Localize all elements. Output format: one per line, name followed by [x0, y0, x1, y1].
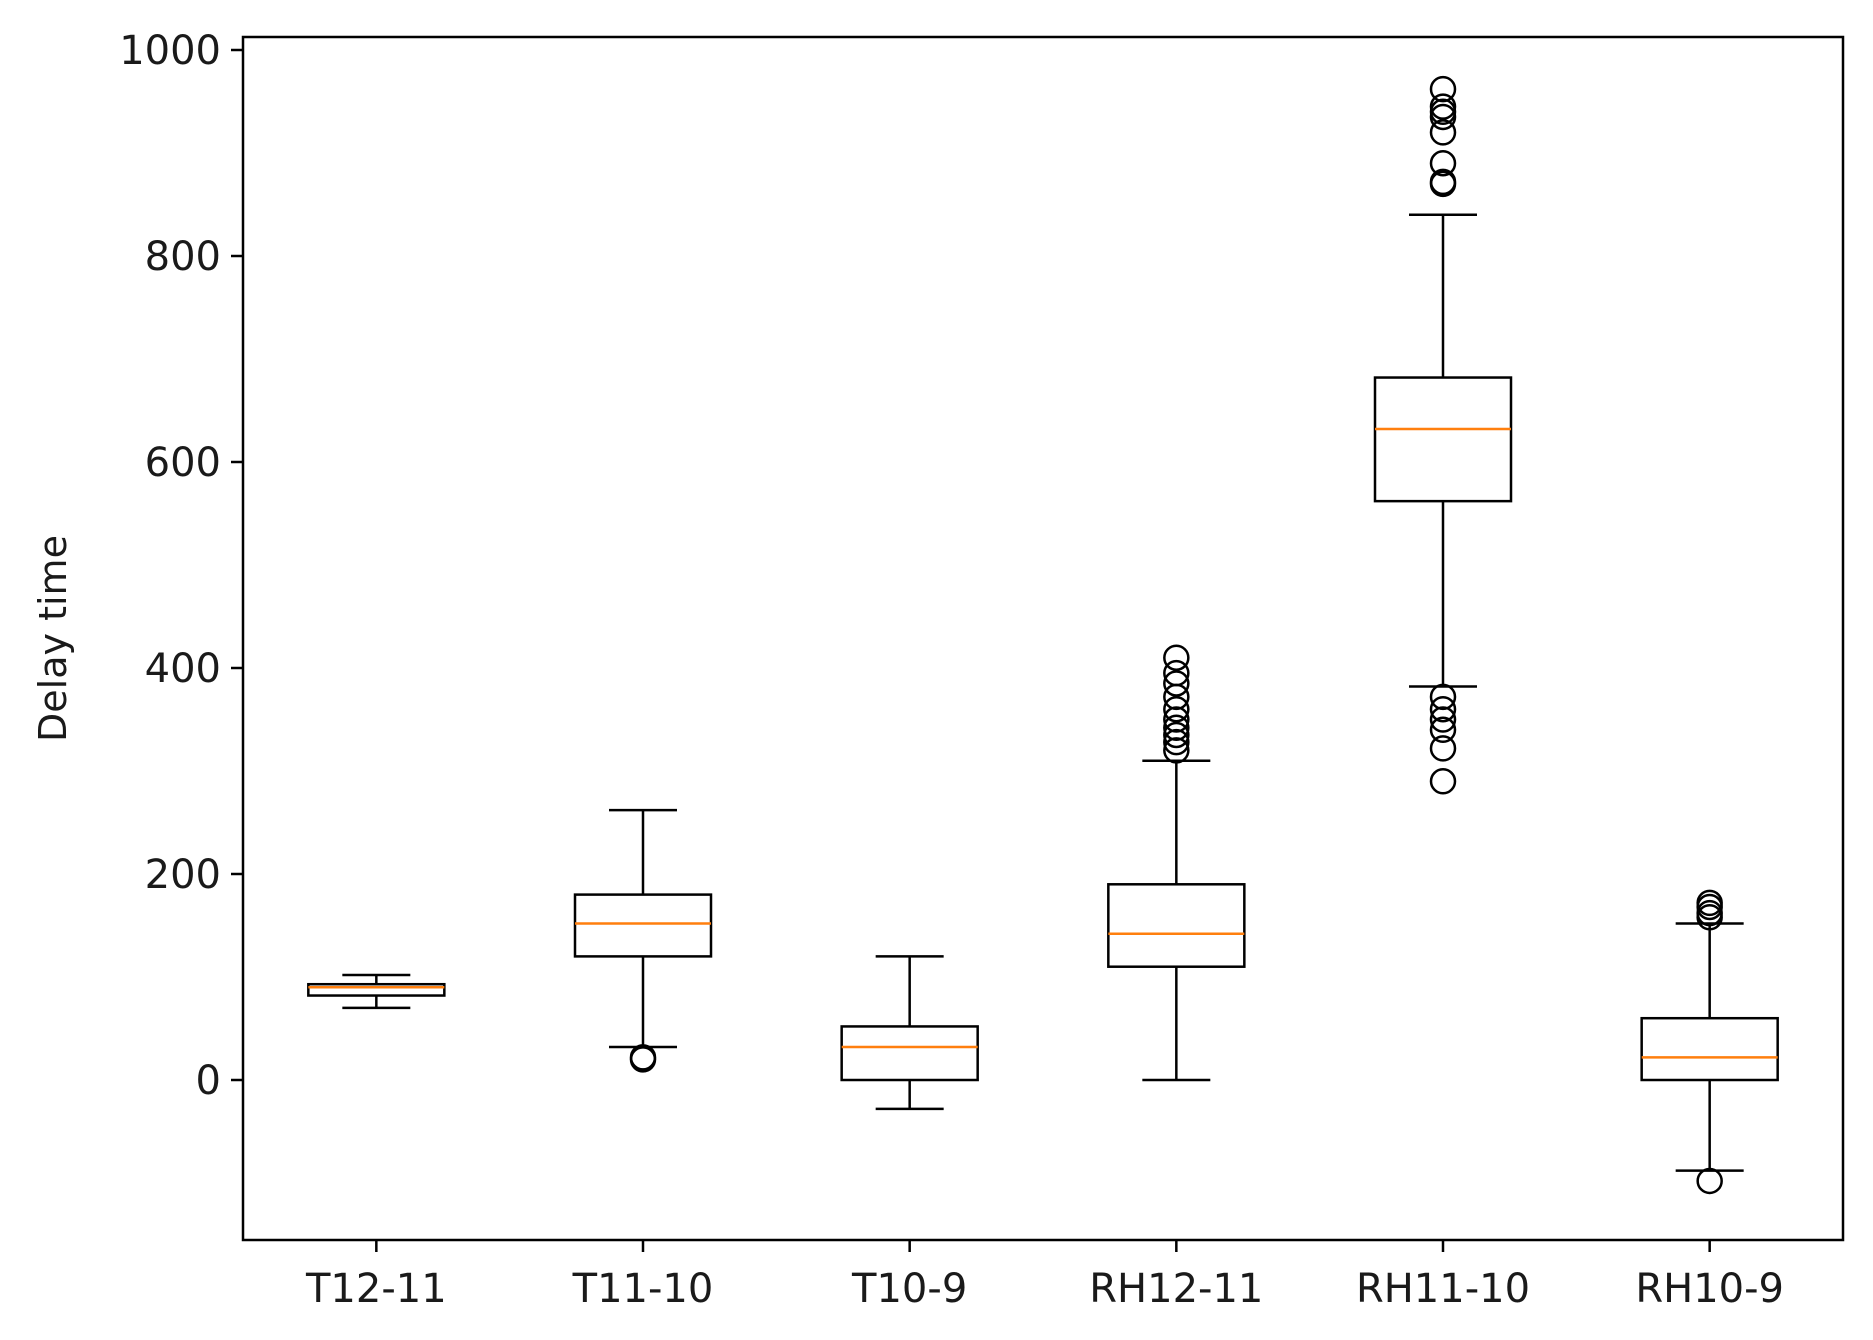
- box: [573, 893, 713, 958]
- box: [1107, 883, 1246, 968]
- y-tick-label: 400: [145, 646, 221, 692]
- y-axis: 0 200 400 600 800 1000: [119, 28, 243, 1104]
- y-tick-label: 800: [145, 234, 221, 280]
- outlier-point: [1429, 695, 1457, 723]
- x-tick-label: RH10-9: [1635, 1266, 1784, 1312]
- x-tick-label: T11-10: [572, 1266, 714, 1312]
- box-group: [573, 808, 713, 1073]
- box: [1640, 1016, 1779, 1082]
- outlier-point: [1429, 119, 1457, 146]
- box-group: [840, 955, 979, 1111]
- x-tick-label: RH12-11: [1089, 1266, 1263, 1312]
- outlier-point: [1429, 93, 1457, 120]
- outlier-point: [1429, 768, 1457, 795]
- y-tick-label: 0: [196, 1058, 221, 1104]
- outlier-point: [1696, 899, 1723, 927]
- box: [840, 1025, 979, 1082]
- outlier-point: [1429, 735, 1457, 762]
- outlier-point: [1163, 706, 1190, 733]
- plot-frame: [241, 35, 1845, 1242]
- box-group: [1107, 644, 1246, 1082]
- outlier-point: [1163, 670, 1190, 697]
- outlier-point: [1696, 889, 1723, 917]
- x-tick-label: RH11-10: [1356, 1266, 1530, 1312]
- box-group: [307, 973, 446, 1010]
- outlier-point: [1429, 75, 1457, 103]
- outlier-point: [1163, 695, 1190, 723]
- outlier-point: [1429, 683, 1457, 711]
- boxes-layer: [307, 75, 1779, 1195]
- outlier-point: [1163, 714, 1190, 741]
- x-axis: T12-11 T11-10 T10-9 RH12-11 RH11-10 RH10-9: [305, 1240, 1784, 1312]
- outlier-point: [1163, 644, 1190, 671]
- box-group: [1640, 889, 1779, 1195]
- y-tick-label: 200: [145, 852, 221, 898]
- outlier-point: [629, 1044, 657, 1071]
- box: [307, 982, 446, 997]
- outlier-point: [1429, 716, 1457, 744]
- y-tick-label: 1000: [119, 28, 221, 74]
- outlier-point: [1163, 737, 1190, 764]
- outlier-point: [1163, 721, 1190, 749]
- outlier-point: [1429, 168, 1457, 196]
- outlier-point: [1429, 150, 1457, 177]
- y-axis-label: Delay time: [31, 535, 75, 742]
- outlier-point: [1163, 728, 1190, 756]
- box: [1373, 376, 1513, 503]
- x-tick-label: T10-9: [851, 1266, 967, 1312]
- y-tick-label: 600: [145, 440, 221, 486]
- x-tick-label: T12-11: [305, 1266, 447, 1312]
- outlier-point: [1163, 659, 1190, 687]
- box-group: [1373, 75, 1513, 795]
- outlier-point: [1696, 1167, 1723, 1195]
- outlier-point: [1429, 706, 1457, 733]
